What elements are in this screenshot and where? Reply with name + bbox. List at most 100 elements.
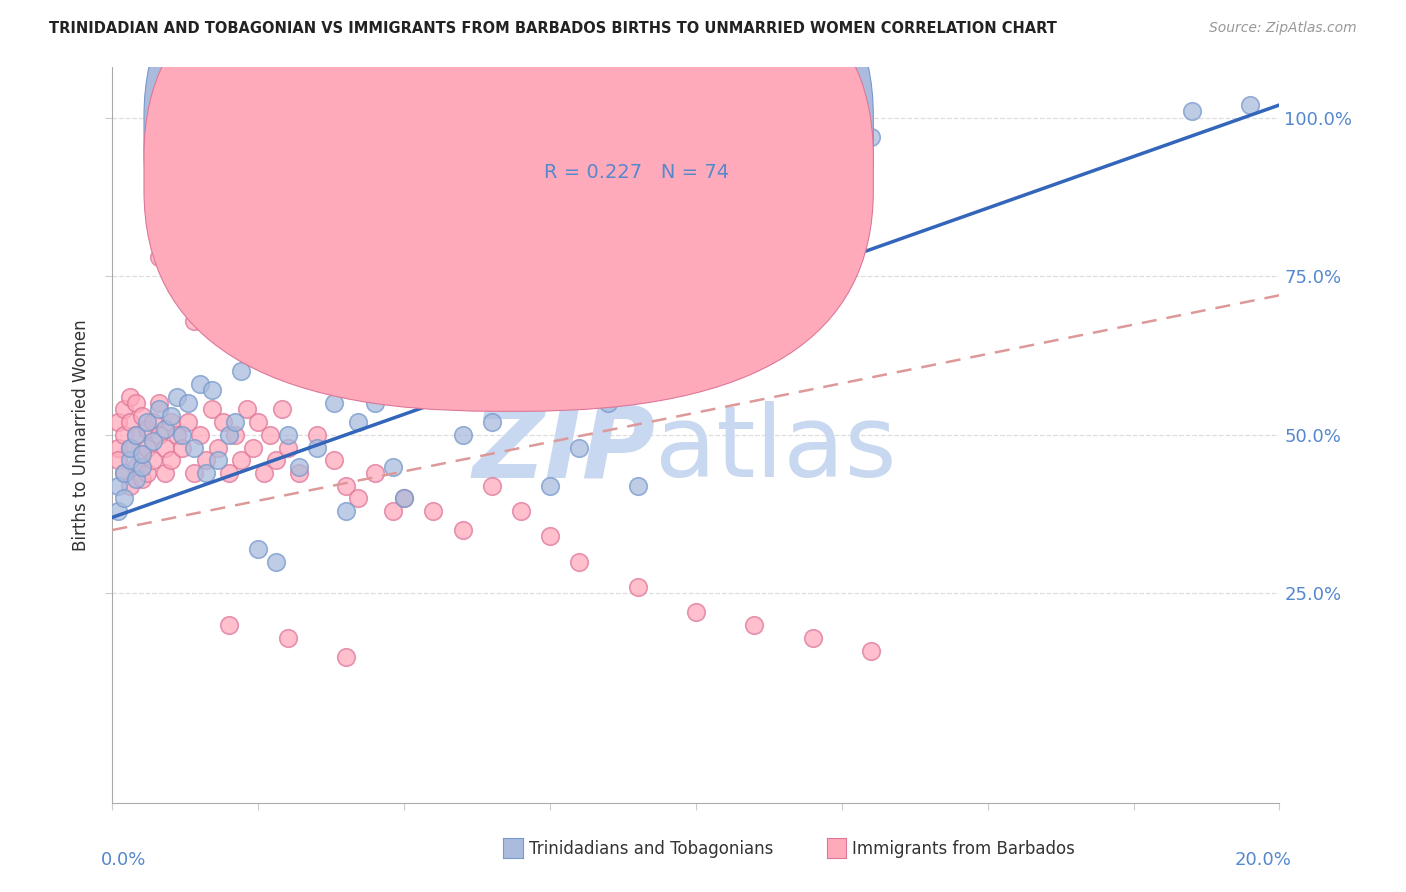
- Point: [509, 504, 531, 518]
- Point: [142, 415, 165, 429]
- Point: [451, 523, 474, 537]
- Point: [107, 478, 129, 492]
- Point: [218, 427, 240, 442]
- Point: [276, 441, 298, 455]
- Point: [264, 453, 287, 467]
- Point: [166, 390, 188, 404]
- Point: [153, 441, 176, 455]
- Point: [422, 377, 444, 392]
- Point: [264, 555, 287, 569]
- Point: [364, 466, 387, 480]
- Point: [118, 415, 141, 429]
- Text: 0.0%: 0.0%: [101, 851, 146, 869]
- Point: [112, 491, 135, 506]
- Point: [335, 649, 357, 664]
- Point: [276, 631, 298, 645]
- Point: [142, 453, 165, 467]
- Point: [201, 402, 224, 417]
- Point: [153, 421, 176, 435]
- Point: [148, 402, 170, 417]
- Point: [194, 453, 217, 467]
- Point: [323, 396, 346, 410]
- Point: [194, 301, 217, 315]
- Point: [172, 427, 194, 442]
- Point: [148, 427, 170, 442]
- Text: Trinidadians and Tobagonians: Trinidadians and Tobagonians: [529, 840, 773, 858]
- Point: [160, 453, 183, 467]
- Point: [305, 427, 328, 442]
- Point: [201, 384, 224, 398]
- Point: [346, 415, 368, 429]
- Point: [183, 441, 205, 455]
- Point: [685, 606, 707, 620]
- Point: [481, 129, 503, 144]
- Point: [242, 441, 264, 455]
- Point: [160, 409, 183, 423]
- Point: [259, 427, 281, 442]
- Point: [183, 466, 205, 480]
- Point: [627, 478, 650, 492]
- Point: [860, 129, 883, 144]
- Point: [136, 466, 159, 480]
- Point: [335, 478, 357, 492]
- Point: [131, 447, 153, 461]
- Point: [125, 472, 148, 486]
- Point: [229, 453, 252, 467]
- Point: [860, 643, 883, 657]
- Point: [247, 415, 270, 429]
- Point: [801, 631, 824, 645]
- Point: [207, 441, 229, 455]
- Point: [118, 478, 141, 492]
- Point: [153, 466, 176, 480]
- Point: [177, 396, 200, 410]
- Point: [118, 441, 141, 455]
- Point: [188, 427, 211, 442]
- Point: [481, 415, 503, 429]
- Text: R = 0.562   N = 49: R = 0.562 N = 49: [544, 124, 730, 144]
- Point: [194, 466, 217, 480]
- Point: [598, 396, 620, 410]
- Point: [160, 237, 183, 252]
- Point: [288, 466, 311, 480]
- Point: [125, 427, 148, 442]
- Point: [218, 618, 240, 632]
- Point: [172, 441, 194, 455]
- Point: [568, 555, 591, 569]
- Point: [394, 129, 416, 144]
- Point: [422, 504, 444, 518]
- FancyBboxPatch shape: [143, 0, 873, 411]
- Point: [1239, 98, 1261, 112]
- Point: [112, 466, 135, 480]
- Point: [112, 466, 135, 480]
- Point: [1181, 104, 1204, 119]
- Point: [212, 415, 235, 429]
- Point: [218, 466, 240, 480]
- Point: [224, 415, 246, 429]
- Point: [125, 396, 148, 410]
- Point: [253, 466, 276, 480]
- Point: [568, 441, 591, 455]
- Point: [394, 491, 416, 506]
- Point: [276, 427, 298, 442]
- Point: [118, 441, 141, 455]
- Point: [131, 459, 153, 474]
- Point: [118, 390, 141, 404]
- Point: [742, 618, 765, 632]
- Point: [136, 441, 159, 455]
- Point: [207, 453, 229, 467]
- Point: [270, 402, 292, 417]
- Point: [107, 453, 129, 467]
- Point: [188, 377, 211, 392]
- Point: [177, 415, 200, 429]
- Point: [305, 441, 328, 455]
- Point: [229, 364, 252, 378]
- Point: [136, 421, 159, 435]
- Point: [125, 427, 148, 442]
- Point: [131, 472, 153, 486]
- Point: [451, 427, 474, 442]
- Point: [112, 402, 135, 417]
- Text: Immigrants from Barbados: Immigrants from Barbados: [852, 840, 1076, 858]
- Text: Source: ZipAtlas.com: Source: ZipAtlas.com: [1209, 21, 1357, 35]
- Point: [381, 459, 404, 474]
- Point: [346, 491, 368, 506]
